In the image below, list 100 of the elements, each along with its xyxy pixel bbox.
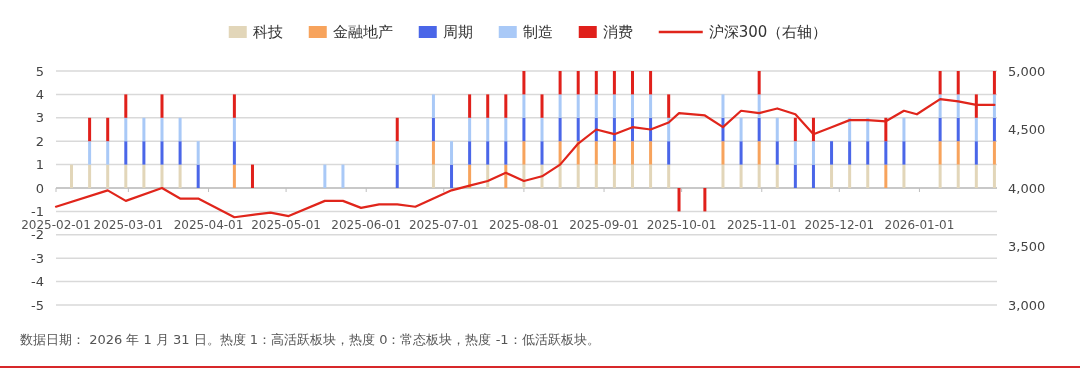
bar [124,117,128,142]
bar [830,164,834,188]
bar [956,94,960,118]
bar [630,141,634,165]
bar [486,141,490,165]
bar [558,117,562,142]
bar [793,141,797,165]
x-tick-label: 2026-01-01 [884,218,955,232]
bar [649,164,653,188]
bar [594,94,598,118]
y-tick-label: -3 [31,250,44,266]
bar [88,141,92,165]
legend-label: 沪深300（右轴） [708,23,828,42]
x-tick-label: 2025-03-01 [93,218,164,232]
bar [830,141,834,165]
bar [594,71,598,95]
bar [902,164,906,188]
y-tick-label: 1 [35,157,44,173]
bar [558,71,562,95]
bar [431,117,435,142]
bar [196,141,200,165]
bar [884,164,888,188]
bar [649,94,653,118]
bar [667,94,671,118]
bar [594,141,598,165]
bar [956,141,960,165]
bar [558,164,562,188]
legend-label: 消费 [602,23,633,42]
bar [594,164,598,188]
bar [811,164,815,188]
bar [142,141,146,165]
bar [450,164,454,188]
bar [450,141,454,165]
bar [196,164,200,188]
y2-tick-label: 3,000 [1008,297,1046,313]
bar [612,117,616,142]
bar [341,164,345,188]
bar [992,141,996,165]
bar [468,94,472,118]
bar [667,164,671,188]
bar [703,188,707,212]
bar [88,117,92,142]
bar [232,117,236,142]
bar [866,164,870,188]
bar [630,164,634,188]
bar [866,117,870,142]
bar [178,141,182,165]
bar [992,71,996,95]
bar [160,141,164,165]
bar [160,117,164,142]
bar [232,164,236,188]
bar [793,164,797,188]
bar [956,71,960,95]
bar [522,71,526,95]
bar [721,141,725,165]
x-tick-label: 2025-12-01 [804,218,875,232]
bar [884,117,888,142]
bar [106,117,110,142]
bar [395,117,399,142]
x-tick-label: 2025-09-01 [569,218,639,232]
bar [721,94,725,118]
bar [178,117,182,142]
bar [576,117,580,142]
bar [974,117,978,142]
bar [848,164,852,188]
bar [956,117,960,142]
legend-label: 科技 [252,23,283,42]
bar [677,188,681,212]
bar [938,141,942,165]
bar [124,141,128,165]
bar [88,164,92,188]
bar [142,164,146,188]
bar [160,94,164,118]
bar [757,164,761,188]
bar [757,71,761,95]
bar [178,164,182,188]
bar [649,141,653,165]
bar [504,94,508,118]
x-tick-label: 2025-07-01 [408,218,479,232]
bar [938,164,942,188]
bar [612,141,616,165]
bar [739,164,743,188]
bar [576,94,580,118]
bar [775,164,779,188]
y-tick-label: 4 [35,86,44,102]
line-series [54,97,996,219]
bar [721,164,725,188]
bar [793,117,797,142]
x-tick-label: 2025-06-01 [331,218,402,232]
bar [504,117,508,142]
legend-label: 周期 [442,23,473,42]
x-tick-label: 2025-10-01 [646,218,717,232]
bar [848,141,852,165]
bar [902,117,906,142]
x-tick-label: 2025-08-01 [489,218,559,232]
bar [486,94,490,118]
bar [775,117,779,142]
bar [395,164,399,188]
bar [504,141,508,165]
bar [250,164,254,188]
